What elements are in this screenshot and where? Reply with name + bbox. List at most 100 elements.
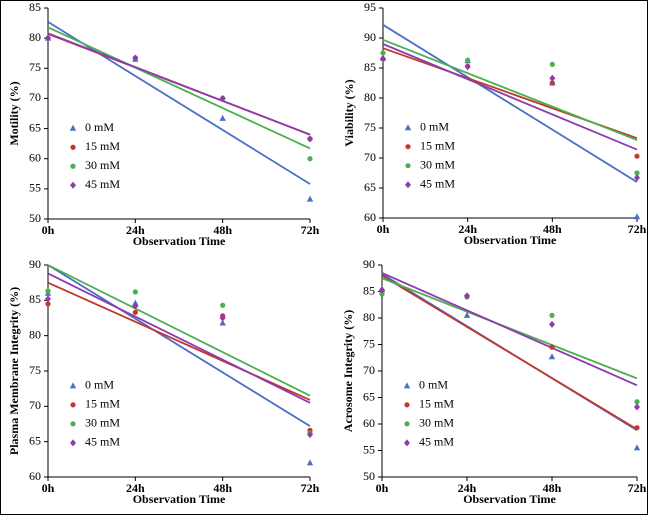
marker (307, 156, 313, 162)
marker (132, 54, 139, 62)
x-axis-label: Observation Time (133, 492, 226, 506)
y-axis-label: Plasma Membrane Integrity (%) (7, 287, 21, 455)
legend-label: 0 mM (419, 378, 448, 392)
x-tick-label: 0h (42, 481, 55, 495)
marker (306, 459, 314, 466)
marker (549, 80, 555, 86)
marker (70, 163, 76, 169)
marker (405, 181, 411, 189)
trend-line (382, 24, 638, 183)
y-tick-label: 90 (364, 30, 376, 44)
marker (219, 114, 226, 121)
marker (70, 421, 76, 427)
legend-label: 15 mM (85, 139, 120, 153)
trend-line (382, 43, 638, 151)
x-tick-label: 72h (628, 222, 647, 236)
x-axis-label: Observation Time (133, 234, 226, 248)
y-tick-label: 60 (29, 469, 41, 483)
trend-line (47, 32, 311, 136)
y-tick-label: 75 (363, 336, 375, 350)
y-tick-label: 80 (29, 327, 41, 341)
marker (465, 57, 471, 63)
marker (307, 135, 313, 143)
marker (70, 144, 76, 150)
trend-line (47, 21, 311, 185)
panel: 50 55 60 65 70 75 80 85 0h 24h 48h 72h Observation T… (7, 0, 320, 248)
marker (69, 382, 77, 389)
y-tick-label: 90 (29, 257, 41, 271)
y-tick-label: 85 (29, 292, 41, 306)
marker (307, 431, 313, 439)
y-tick-label: 65 (29, 433, 41, 447)
trend-line (47, 272, 311, 404)
legend-label: 0 mM (85, 378, 114, 392)
trend-line (382, 38, 638, 141)
y-tick-label: 70 (29, 398, 41, 412)
x-tick-label: 0h (376, 481, 389, 495)
trend-line (47, 264, 311, 427)
x-tick-label: 0h (377, 222, 390, 236)
y-tick-label: 65 (29, 120, 41, 134)
legend-label: 30 mM (85, 158, 120, 172)
marker (634, 399, 640, 405)
marker (549, 61, 555, 67)
marker (634, 170, 640, 176)
x-tick-label: 48h (213, 481, 232, 495)
marker (306, 195, 314, 202)
y-tick-label: 85 (363, 283, 375, 297)
y-tick-label: 65 (363, 389, 375, 403)
y-tick-label: 90 (363, 257, 375, 271)
y-tick-label: 70 (364, 150, 376, 164)
trend-line (381, 272, 638, 387)
y-tick-label: 55 (29, 181, 41, 195)
y-tick-label: 85 (29, 0, 41, 14)
legend-label: 30 mM (420, 157, 455, 171)
y-tick-label: 60 (29, 150, 41, 164)
y-tick-label: 80 (364, 90, 376, 104)
marker (404, 421, 410, 427)
y-tick-label: 65 (364, 180, 376, 194)
marker (219, 94, 226, 102)
x-tick-label: 48h (543, 481, 562, 495)
marker (219, 319, 226, 326)
legend-label: 45 mM (85, 177, 120, 191)
x-tick-label: 48h (213, 223, 232, 237)
x-axis-label: Observation Time (464, 233, 557, 247)
marker (633, 213, 641, 220)
y-tick-label: 85 (364, 60, 376, 74)
marker (404, 439, 410, 447)
legend-label: 15 mM (85, 397, 120, 411)
marker (45, 295, 51, 303)
y-tick-label: 95 (364, 0, 376, 14)
x-tick-label: 48h (543, 222, 562, 236)
x-tick-label: 24h (458, 222, 477, 236)
x-tick-label: 72h (628, 481, 647, 495)
marker (220, 302, 226, 308)
marker (405, 163, 411, 169)
y-tick-label: 75 (364, 120, 376, 134)
legend-label: 0 mM (85, 120, 114, 134)
y-tick-label: 75 (29, 363, 41, 377)
legend-label: 45 mM (419, 435, 454, 449)
y-tick-label: 55 (363, 442, 375, 456)
y-tick-label: 50 (29, 211, 41, 225)
y-tick-label: 70 (29, 90, 41, 104)
legend-label: 45 mM (420, 176, 455, 190)
marker (45, 34, 51, 42)
x-tick-label: 0h (42, 223, 55, 237)
x-tick-label: 24h (458, 481, 477, 495)
marker (70, 439, 76, 447)
x-tick-label: 72h (301, 481, 320, 495)
marker (634, 403, 640, 411)
panel: 50 55 60 65 70 75 80 85 90 0h 24h 48h 72h Observation… (341, 257, 647, 506)
marker (548, 353, 556, 360)
legend-label: 30 mM (419, 416, 454, 430)
y-tick-label: 70 (363, 363, 375, 377)
marker (69, 124, 77, 131)
marker (404, 124, 412, 131)
marker (634, 174, 640, 182)
y-tick-label: 80 (363, 310, 375, 324)
marker (403, 382, 411, 389)
y-tick-label: 80 (29, 30, 41, 44)
